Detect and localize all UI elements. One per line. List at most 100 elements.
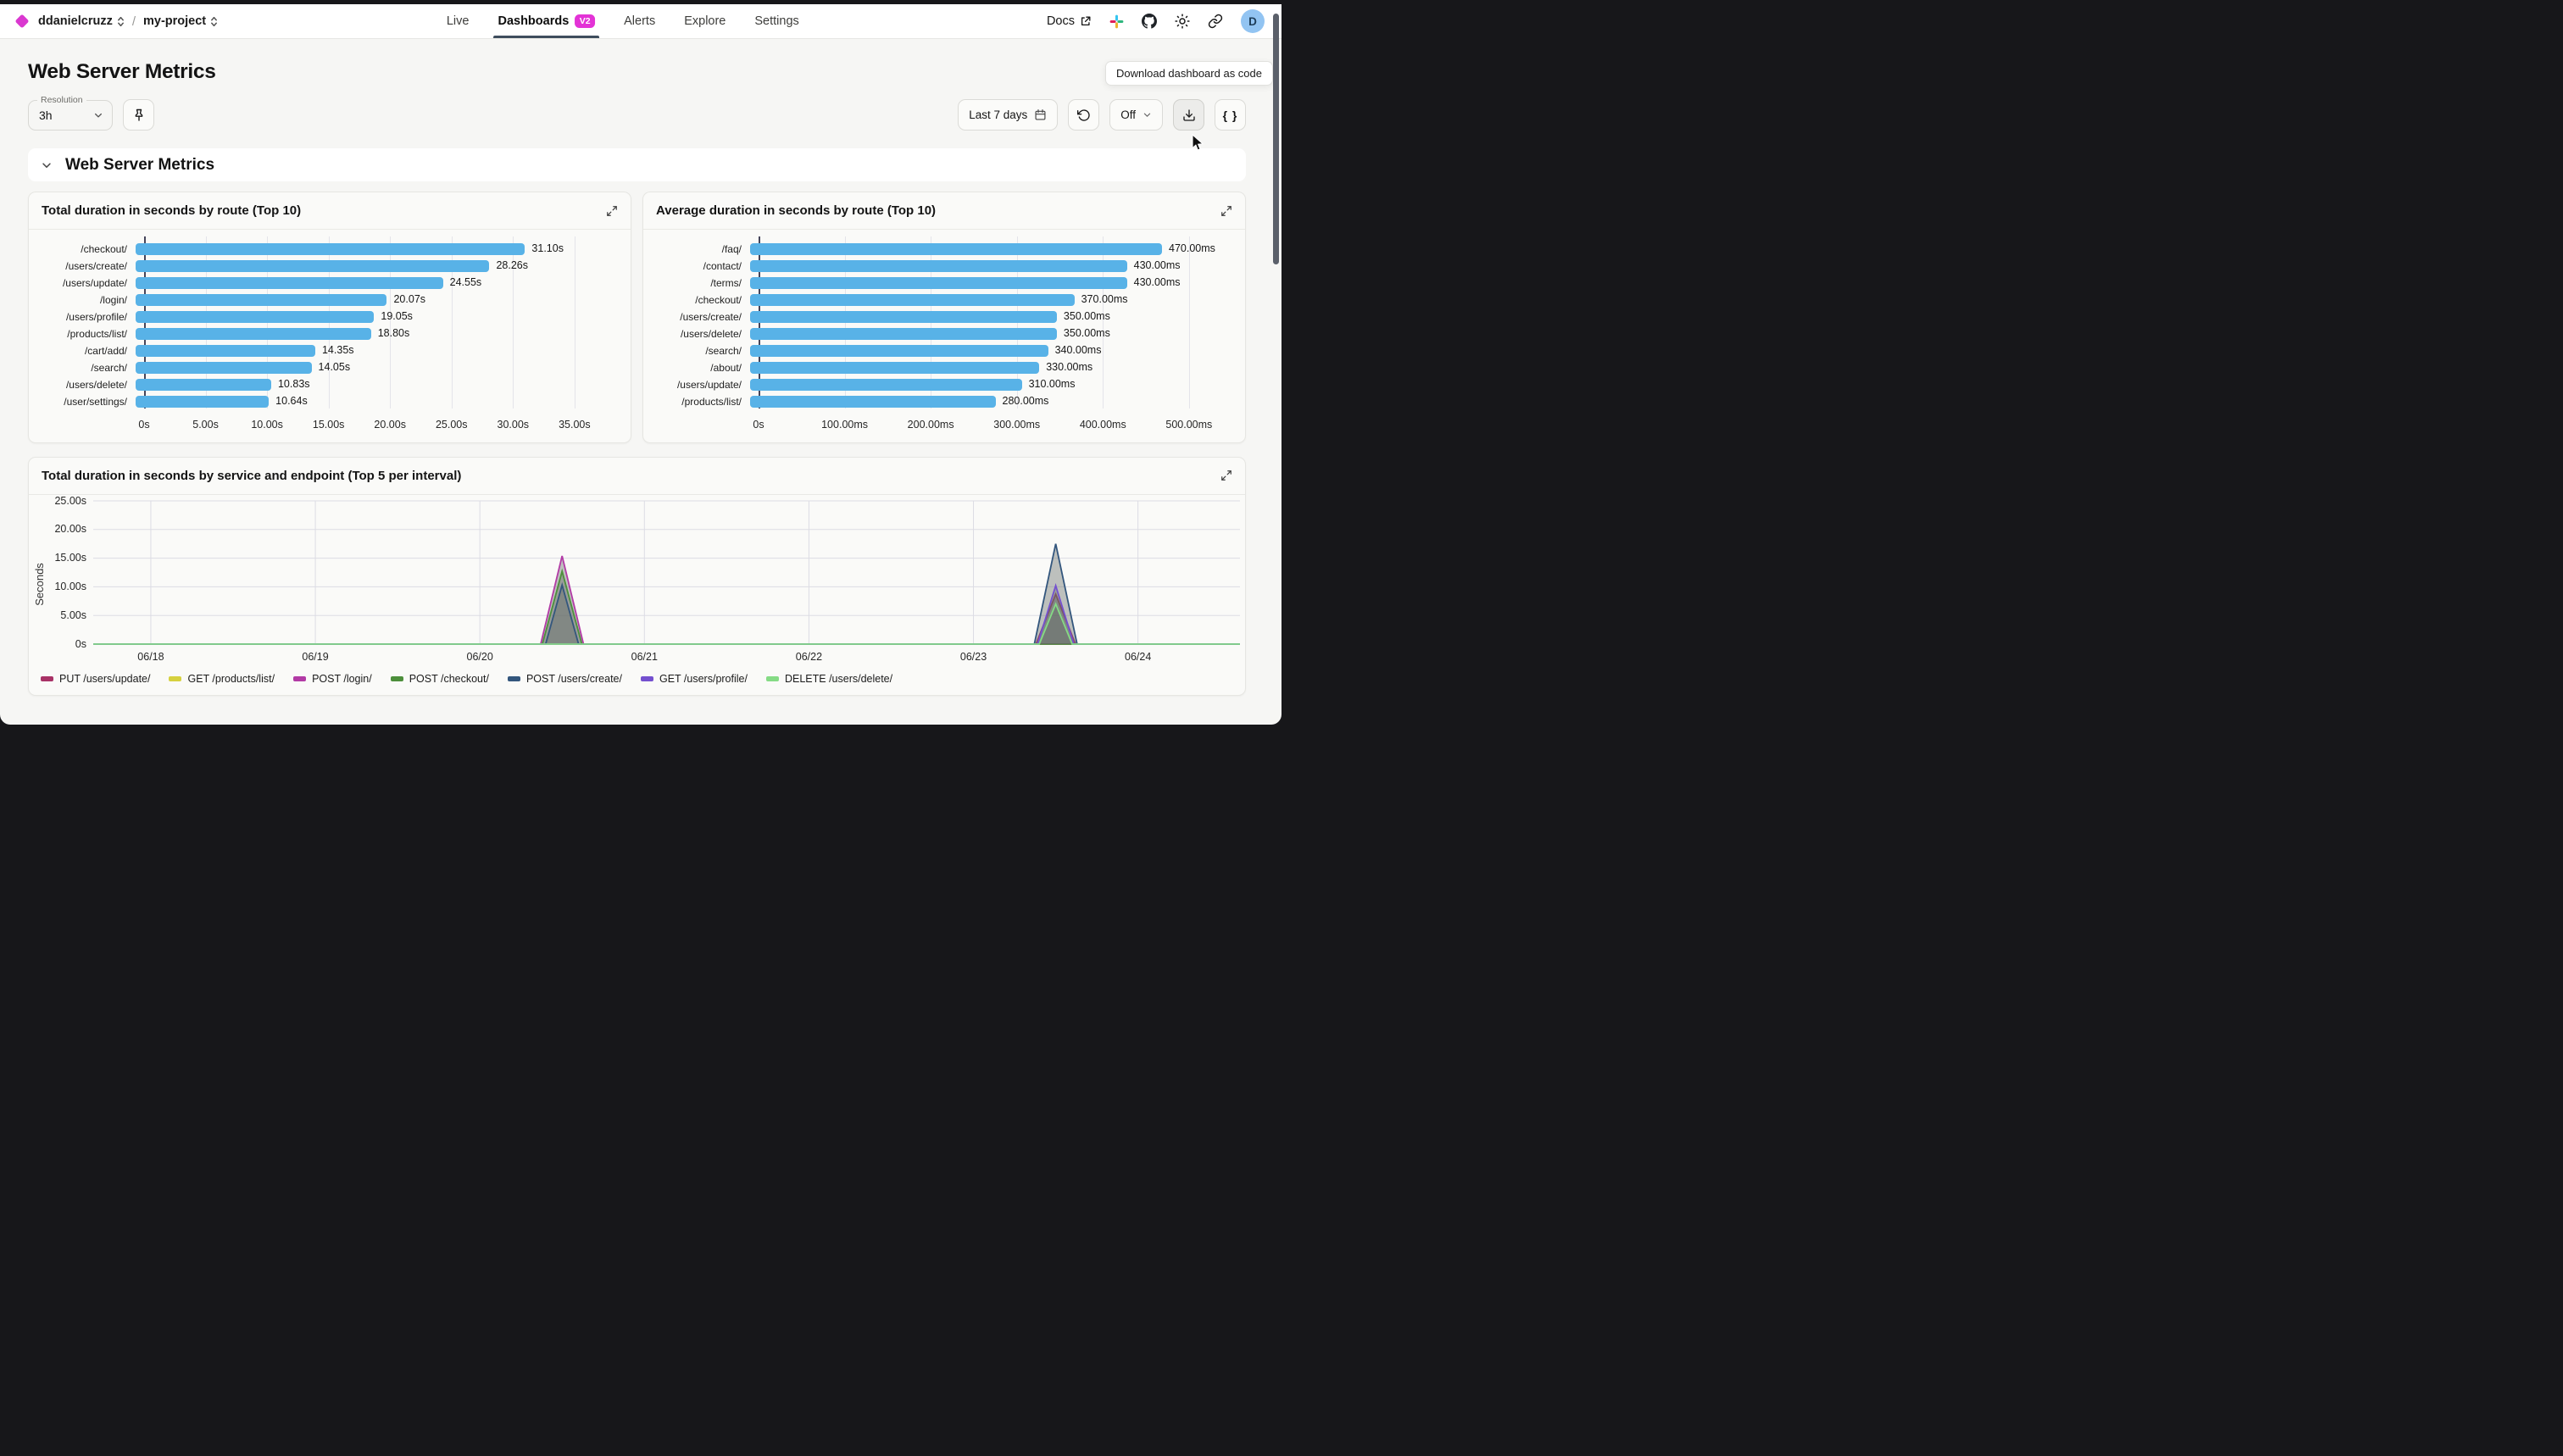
x-tick-label: 10.00s (251, 419, 283, 431)
x-tick-label: 500.00ms (1165, 419, 1212, 431)
y-tick-label: 20.00s (54, 523, 86, 535)
resolution-label: Resolution (37, 95, 86, 105)
avatar[interactable]: D (1241, 9, 1265, 33)
time-range-button[interactable]: Last 7 days (958, 99, 1058, 131)
resolution-select[interactable]: Resolution 3h (28, 95, 113, 131)
legend-item[interactable]: GET /products/list/ (169, 673, 275, 685)
auto-refresh-select[interactable]: Off (1109, 99, 1163, 131)
bar-track: 470.00ms (750, 243, 1226, 255)
github-link[interactable] (1142, 14, 1157, 29)
legend-swatch (169, 676, 181, 681)
bar[interactable] (136, 362, 312, 374)
bar[interactable] (136, 379, 271, 391)
github-icon (1142, 14, 1157, 29)
bar[interactable] (750, 260, 1127, 272)
x-axis: 0s100.00ms200.00ms300.00ms400.00ms500.00… (759, 419, 1226, 436)
section-header[interactable]: Web Server Metrics (28, 148, 1246, 181)
tab-explore[interactable]: Explore (684, 4, 726, 38)
expand-icon[interactable] (606, 205, 618, 217)
bar-value-label: 24.55s (450, 277, 482, 289)
bar[interactable] (750, 379, 1022, 391)
legend-item[interactable]: POST /login/ (293, 673, 372, 685)
theme-toggle[interactable] (1175, 14, 1190, 29)
tab-settings[interactable]: Settings (754, 4, 798, 38)
bar-category-label: /checkout/ (39, 243, 136, 255)
bar-row: /terms/430.00ms (653, 277, 1235, 289)
bar[interactable] (136, 294, 386, 306)
bar-track: 31.10s (136, 243, 612, 255)
legend-item[interactable]: GET /users/profile/ (641, 673, 748, 685)
x-axis-ticks: 06/1806/1906/2006/2106/2206/2306/24 (93, 651, 1240, 671)
download-dashboard-button[interactable] (1173, 99, 1204, 131)
card-header: Average duration in seconds by route (To… (643, 192, 1245, 230)
x-tick-label: 06/23 (960, 651, 987, 663)
org-switcher[interactable]: ddanielcruzz (38, 14, 125, 28)
slack-link[interactable] (1109, 14, 1124, 29)
legend-swatch (293, 676, 306, 681)
slack-icon (1109, 14, 1124, 29)
tab-live[interactable]: Live (447, 4, 470, 38)
pin-resolution-button[interactable] (123, 99, 154, 131)
expand-icon[interactable] (1220, 470, 1232, 481)
project-switcher[interactable]: my-project (143, 14, 218, 28)
bar-track: 14.05s (136, 362, 612, 374)
share-link-button[interactable] (1208, 14, 1223, 29)
bar[interactable] (136, 345, 315, 357)
scrollbar-thumb[interactable] (1273, 14, 1279, 264)
bar[interactable] (750, 243, 1162, 255)
docs-link[interactable]: Docs (1047, 14, 1092, 28)
bar-category-label: /users/create/ (39, 260, 136, 272)
main-content: Web Server Metrics Resolution 3h Downloa… (0, 60, 1282, 696)
bar[interactable] (136, 328, 371, 340)
bar[interactable] (750, 328, 1057, 340)
code-view-button[interactable]: { } (1215, 99, 1246, 131)
bar-category-label: /search/ (39, 362, 136, 374)
chevron-down-icon (41, 159, 53, 171)
refresh-button[interactable] (1068, 99, 1099, 131)
bar-value-label: 10.64s (275, 396, 308, 408)
bar-value-label: 18.80s (378, 328, 410, 340)
legend-item[interactable]: POST /users/create/ (508, 673, 622, 685)
legend-item[interactable]: POST /checkout/ (391, 673, 489, 685)
y-axis-label: Seconds (31, 498, 47, 671)
legend-label: POST /checkout/ (409, 673, 489, 685)
legend-label: DELETE /users/delete/ (785, 673, 892, 685)
bar-value-label: 14.35s (322, 345, 354, 357)
bar[interactable] (136, 260, 489, 272)
bar-track: 350.00ms (750, 328, 1226, 340)
nav-tabs: Live Dashboards V2 Alerts Explore Settin… (447, 4, 799, 38)
bar[interactable] (750, 362, 1039, 374)
x-tick-label: 300.00ms (993, 419, 1040, 431)
bar-row: /products/list/280.00ms (653, 396, 1235, 408)
bar[interactable] (750, 277, 1127, 289)
bar-track: 430.00ms (750, 277, 1226, 289)
legend-swatch (641, 676, 653, 681)
tab-alerts[interactable]: Alerts (624, 4, 655, 38)
bar[interactable] (136, 311, 374, 323)
nav-right: Docs D (1047, 9, 1265, 33)
bar-track: 14.35s (136, 345, 612, 357)
bar-value-label: 310.00ms (1029, 379, 1076, 391)
legend-item[interactable]: DELETE /users/delete/ (766, 673, 892, 685)
expand-icon[interactable] (1220, 205, 1232, 217)
x-tick-label: 25.00s (436, 419, 468, 431)
bar-row: /products/list/18.80s (39, 328, 620, 340)
x-tick-label: 06/18 (137, 651, 164, 663)
legend-item[interactable]: PUT /users/update/ (41, 673, 150, 685)
bar[interactable] (136, 243, 525, 255)
bar-category-label: /users/update/ (39, 277, 136, 289)
bar[interactable] (750, 311, 1057, 323)
bar-row: /cart/add/14.35s (39, 345, 620, 357)
breadcrumb-separator: / (132, 14, 136, 29)
bar[interactable] (136, 396, 269, 408)
bar-row: /users/profile/19.05s (39, 311, 620, 323)
bar[interactable] (750, 396, 996, 408)
bar-category-label: /cart/add/ (39, 345, 136, 357)
legend-swatch (41, 676, 53, 681)
bar[interactable] (136, 277, 443, 289)
bar[interactable] (750, 294, 1075, 306)
bar-value-label: 370.00ms (1081, 294, 1128, 306)
bar[interactable] (750, 345, 1048, 357)
tab-dashboards[interactable]: Dashboards V2 (498, 4, 595, 38)
resolution-value: 3h (39, 108, 53, 122)
